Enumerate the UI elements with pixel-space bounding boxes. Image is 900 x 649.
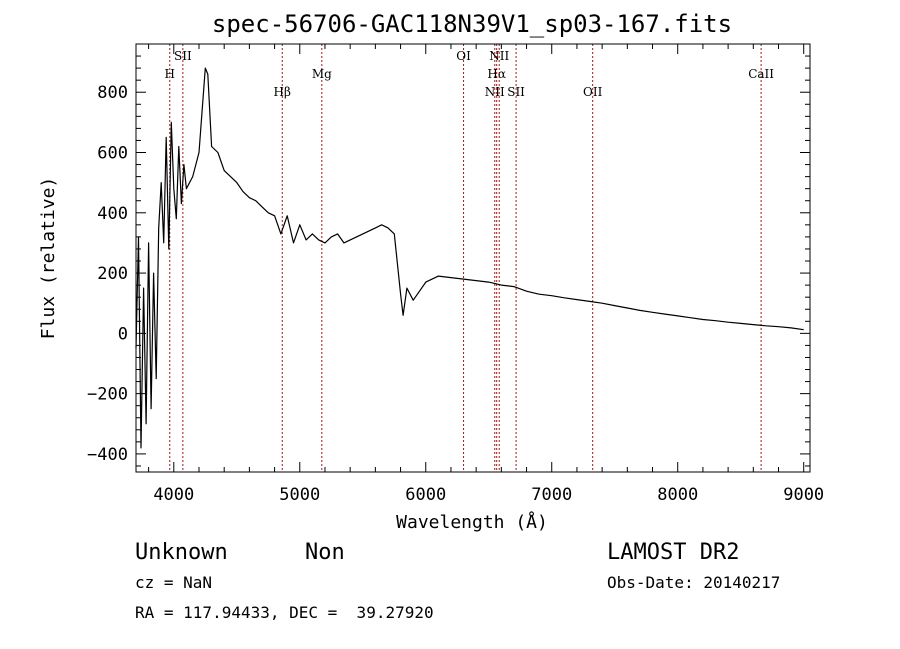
spectral-line-label: CaII — [748, 67, 774, 81]
y-tick-label: 600 — [97, 144, 128, 164]
spectral-line-label: SII — [507, 85, 525, 99]
x-tick-label: 8000 — [657, 485, 698, 505]
spectral-line-label: OI — [456, 49, 471, 63]
y-tick-label: 0 — [118, 324, 128, 344]
y-tick-label: 200 — [97, 264, 128, 284]
object-subclass: Non — [305, 540, 345, 565]
spectrum-series — [135, 67, 804, 449]
spectral-line-label: NII — [485, 85, 505, 99]
spectrum-line — [135, 67, 804, 449]
object-class: Unknown — [135, 540, 228, 565]
y-axis-label: Flux (relative) — [38, 177, 59, 340]
spectral-line-label: H — [165, 67, 175, 81]
y-tick-label: 400 — [97, 204, 128, 224]
spectral-line-label: Hβ — [274, 85, 291, 99]
x-tick-label: 9000 — [783, 485, 824, 505]
redshift-cz: cz = NaN — [135, 573, 212, 592]
spectral-line-label: NII — [489, 49, 509, 63]
spectral-line-label: Mg — [312, 67, 332, 81]
axis-ticks: 4000 5000 6000 7000 8000 9000 −400 −200 0 200 400 6… — [87, 44, 824, 505]
observation-date: Obs-Date: 20140217 — [607, 573, 780, 592]
spectral-line-label: SII — [174, 49, 192, 63]
x-tick-label: 7000 — [531, 485, 572, 505]
y-tick-label: −400 — [87, 445, 128, 465]
spectral-line-label: OII — [583, 85, 603, 99]
x-tick-label: 5000 — [279, 485, 320, 505]
chart-title: spec-56706-GAC118N39V1_sp03-167.fits — [212, 10, 732, 38]
coordinates-radec: RA = 117.94433, DEC = 39.27920 — [135, 603, 434, 622]
x-tick-label: 4000 — [153, 485, 194, 505]
y-tick-label: −200 — [87, 385, 128, 405]
survey-name: LAMOST DR2 — [607, 540, 739, 565]
y-tick-label: 800 — [97, 83, 128, 103]
spectral-line-label: Hα — [487, 67, 506, 81]
plot-frame — [135, 43, 811, 473]
x-tick-label: 6000 — [405, 485, 446, 505]
x-axis-label: Wavelength (Å) — [396, 511, 548, 533]
